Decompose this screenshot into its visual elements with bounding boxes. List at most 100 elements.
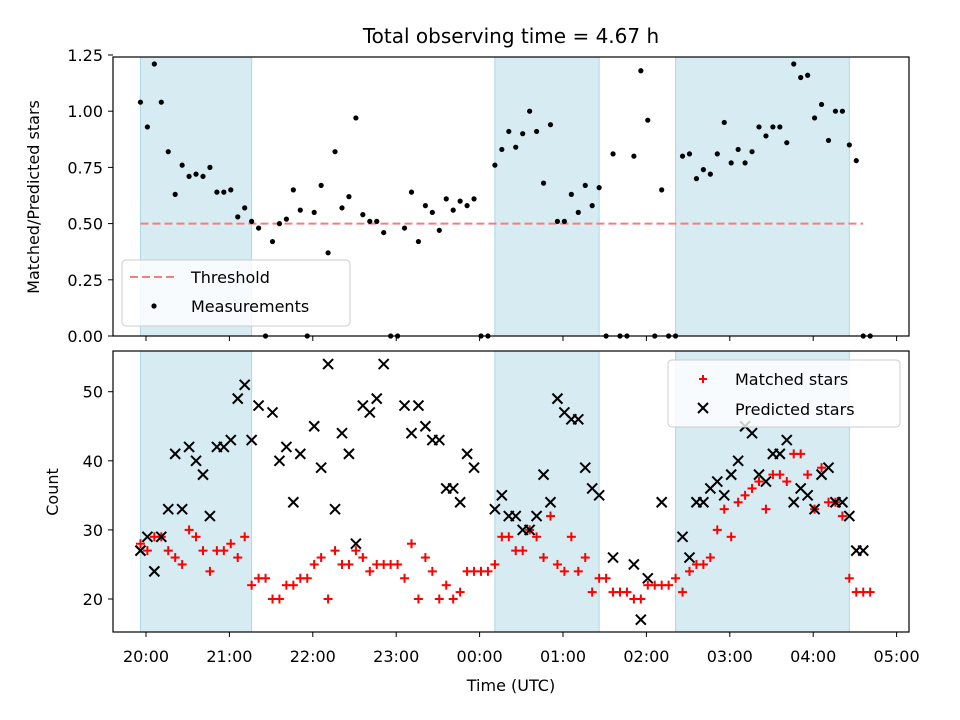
- predicted-star-point: [468, 462, 480, 474]
- x-tick-label: 20:00: [123, 647, 169, 666]
- matched-star-point: [803, 470, 813, 480]
- predicted-star-point: [496, 489, 508, 502]
- ratio-y-tick-label: 0.25: [67, 271, 103, 290]
- legend-matched-label: Matched stars: [735, 370, 848, 389]
- matched-star-point: [135, 539, 145, 549]
- measurement-point: [339, 205, 345, 211]
- predicted-star-point: [287, 496, 300, 508]
- x-tick-label: 01:00: [540, 647, 586, 666]
- matched-star-point: [504, 532, 514, 542]
- measurement-point: [582, 182, 588, 188]
- matched-star-point: [678, 587, 688, 597]
- matched-star-point: [441, 580, 451, 590]
- legend-matched-swatch: [699, 375, 707, 383]
- measurement-point: [540, 180, 547, 186]
- measurement-point: [450, 207, 456, 213]
- measurement-point: [561, 218, 567, 224]
- matched-star-point: [434, 594, 444, 604]
- predicted-star-point: [510, 510, 522, 522]
- predicted-star-point: [718, 489, 730, 502]
- predicted-star-point: [788, 496, 800, 508]
- predicted-star-point: [461, 448, 473, 460]
- matched-star-point: [865, 587, 875, 597]
- predicted-star-point: [266, 406, 279, 419]
- ratio-y-tick-label: 1.00: [67, 102, 103, 121]
- ratio-legend: Threshold Measurements: [121, 259, 351, 327]
- matched-star-point: [817, 463, 827, 473]
- predicted-star-point: [176, 503, 188, 515]
- legend-predicted-label: Predicted stars: [735, 400, 855, 419]
- ratio-y-label: Matched/Predicted stars: [24, 100, 43, 294]
- predicted-star-point: [398, 399, 411, 412]
- predicted-star-point: [808, 503, 821, 515]
- matched-star-point: [601, 573, 611, 583]
- measurement-point: [408, 189, 415, 195]
- predicted-star-point: [836, 496, 849, 508]
- matched-star-point: [636, 594, 646, 604]
- measurement-point: [221, 189, 227, 195]
- measurement-point: [818, 101, 825, 108]
- measurement-point: [693, 176, 700, 182]
- count-panel: 20:00 21:00 22:00 23:00 00:00 01:00 02:00 03:00…: [43, 350, 920, 695]
- ratio-y-axis: 0.00 0.25 0.50 0.75 1.00 1.25: [67, 46, 113, 346]
- measurement-point: [422, 203, 428, 209]
- matched-star-point: [261, 573, 271, 583]
- measurement-point: [853, 158, 859, 164]
- matched-star-point: [754, 477, 764, 487]
- predicted-star-point: [530, 510, 543, 522]
- matched-star-point: [483, 566, 493, 576]
- matched-star-point: [198, 546, 208, 556]
- x-tick-label: 04:00: [790, 647, 836, 666]
- measurement-point: [749, 149, 755, 155]
- measurement-point: [832, 108, 839, 114]
- measurement-point: [547, 122, 554, 128]
- measurement-point: [686, 151, 693, 157]
- predicted-star-point: [141, 531, 154, 543]
- measurement-point: [457, 198, 463, 204]
- chart-title: Total observing time = 4.67 h: [362, 24, 659, 48]
- predicted-star-point: [572, 413, 584, 426]
- predicted-star-point: [315, 462, 327, 474]
- matched-star-point: [316, 553, 326, 563]
- count-y-label: Count: [43, 468, 62, 516]
- measurement-point: [269, 238, 276, 245]
- predicted-star-point: [405, 427, 418, 439]
- top-shaded-span: [675, 56, 850, 337]
- measurement-point: [610, 151, 616, 157]
- bottom-shaded-span: [139, 350, 253, 633]
- predicted-star-point: [197, 468, 209, 481]
- measurement-point: [172, 191, 178, 197]
- measurement-point: [283, 216, 289, 222]
- count-panel-frame: [112, 350, 910, 633]
- matched-star-point: [664, 580, 674, 590]
- predicted-star-point: [412, 399, 425, 412]
- matched-star-point: [323, 594, 333, 604]
- predicted-star-point: [697, 496, 710, 508]
- ratio-panel: 0.00 0.25 0.50 0.75 1.00 1.25 Matched/Predict…: [24, 46, 910, 346]
- predicted-star-point: [711, 475, 723, 488]
- measurement-point: [276, 221, 283, 227]
- predicted-star-point: [225, 434, 237, 446]
- measurement-point: [659, 187, 665, 193]
- ratio-y-tick-label: 0.75: [67, 158, 103, 177]
- measurement-point: [811, 115, 818, 121]
- measurement-point: [144, 124, 150, 130]
- measurement-point: [631, 153, 637, 159]
- measurement-point: [249, 218, 255, 224]
- matched-star-point: [671, 573, 681, 583]
- matched-star-point: [712, 525, 722, 535]
- top-shaded-span: [494, 56, 600, 337]
- ratio-panel-frame: [112, 56, 910, 337]
- measurement-point: [721, 119, 727, 126]
- matched-star-point: [351, 546, 361, 556]
- measurement-point: [443, 196, 449, 202]
- measurement-point: [214, 189, 220, 195]
- predicted-star-point: [760, 475, 772, 488]
- matched-star-point: [545, 511, 555, 521]
- matched-star-point: [184, 525, 194, 535]
- matched-star-point: [247, 580, 257, 590]
- measurement-point: [554, 218, 561, 224]
- matched-star-point: [455, 587, 465, 597]
- predicted-star-point: [280, 441, 293, 453]
- time-x-axis: 20:00 21:00 22:00 23:00 00:00 01:00 02:00 03:00…: [123, 632, 920, 666]
